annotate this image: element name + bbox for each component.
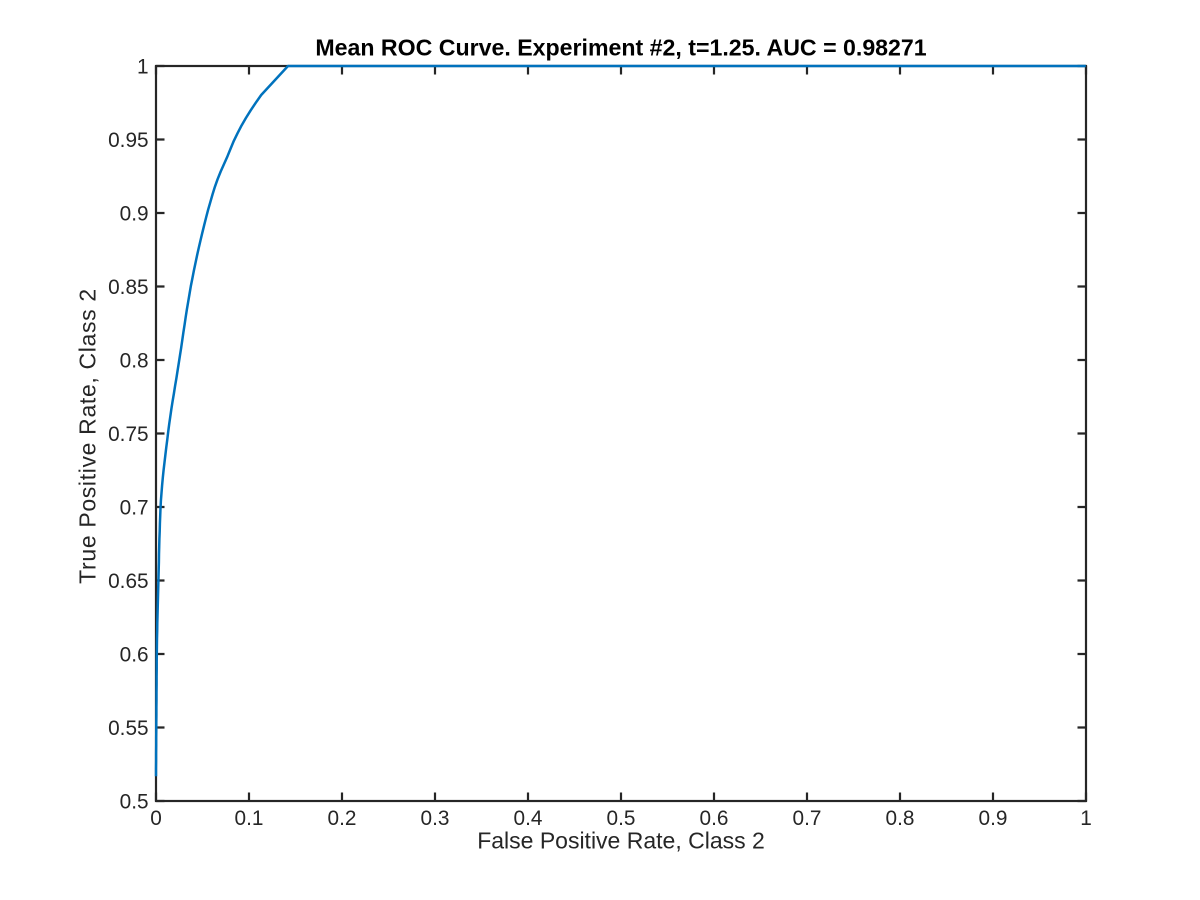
svg-text:0.8: 0.8 (886, 807, 915, 830)
svg-text:0.9: 0.9 (979, 807, 1008, 830)
svg-text:1: 1 (137, 55, 149, 78)
svg-text:True Positive Rate, Class 2: True Positive Rate, Class 2 (74, 288, 100, 584)
svg-text:False Positive Rate, Class 2: False Positive Rate, Class 2 (477, 828, 765, 854)
svg-text:0.1: 0.1 (235, 807, 264, 830)
svg-text:Mean ROC Curve. Experiment #2,: Mean ROC Curve. Experiment #2, t=1.25. A… (315, 34, 926, 60)
svg-text:0.5: 0.5 (607, 807, 636, 830)
svg-text:0.4: 0.4 (514, 807, 543, 830)
svg-text:0.8: 0.8 (120, 349, 149, 372)
svg-text:0.75: 0.75 (108, 423, 148, 446)
svg-text:0.7: 0.7 (120, 496, 149, 519)
svg-text:0.95: 0.95 (108, 129, 148, 152)
svg-text:0.65: 0.65 (108, 570, 148, 593)
svg-text:0.3: 0.3 (421, 807, 450, 830)
svg-text:0.6: 0.6 (700, 807, 729, 830)
svg-text:0.55: 0.55 (108, 717, 148, 740)
svg-text:0.2: 0.2 (328, 807, 357, 830)
svg-text:0.85: 0.85 (108, 276, 148, 299)
svg-text:0.7: 0.7 (793, 807, 822, 830)
svg-text:0.5: 0.5 (120, 790, 149, 813)
svg-text:0: 0 (150, 807, 162, 830)
svg-text:0.6: 0.6 (120, 643, 149, 666)
svg-text:0.9: 0.9 (120, 202, 149, 225)
svg-text:1: 1 (1080, 807, 1092, 830)
